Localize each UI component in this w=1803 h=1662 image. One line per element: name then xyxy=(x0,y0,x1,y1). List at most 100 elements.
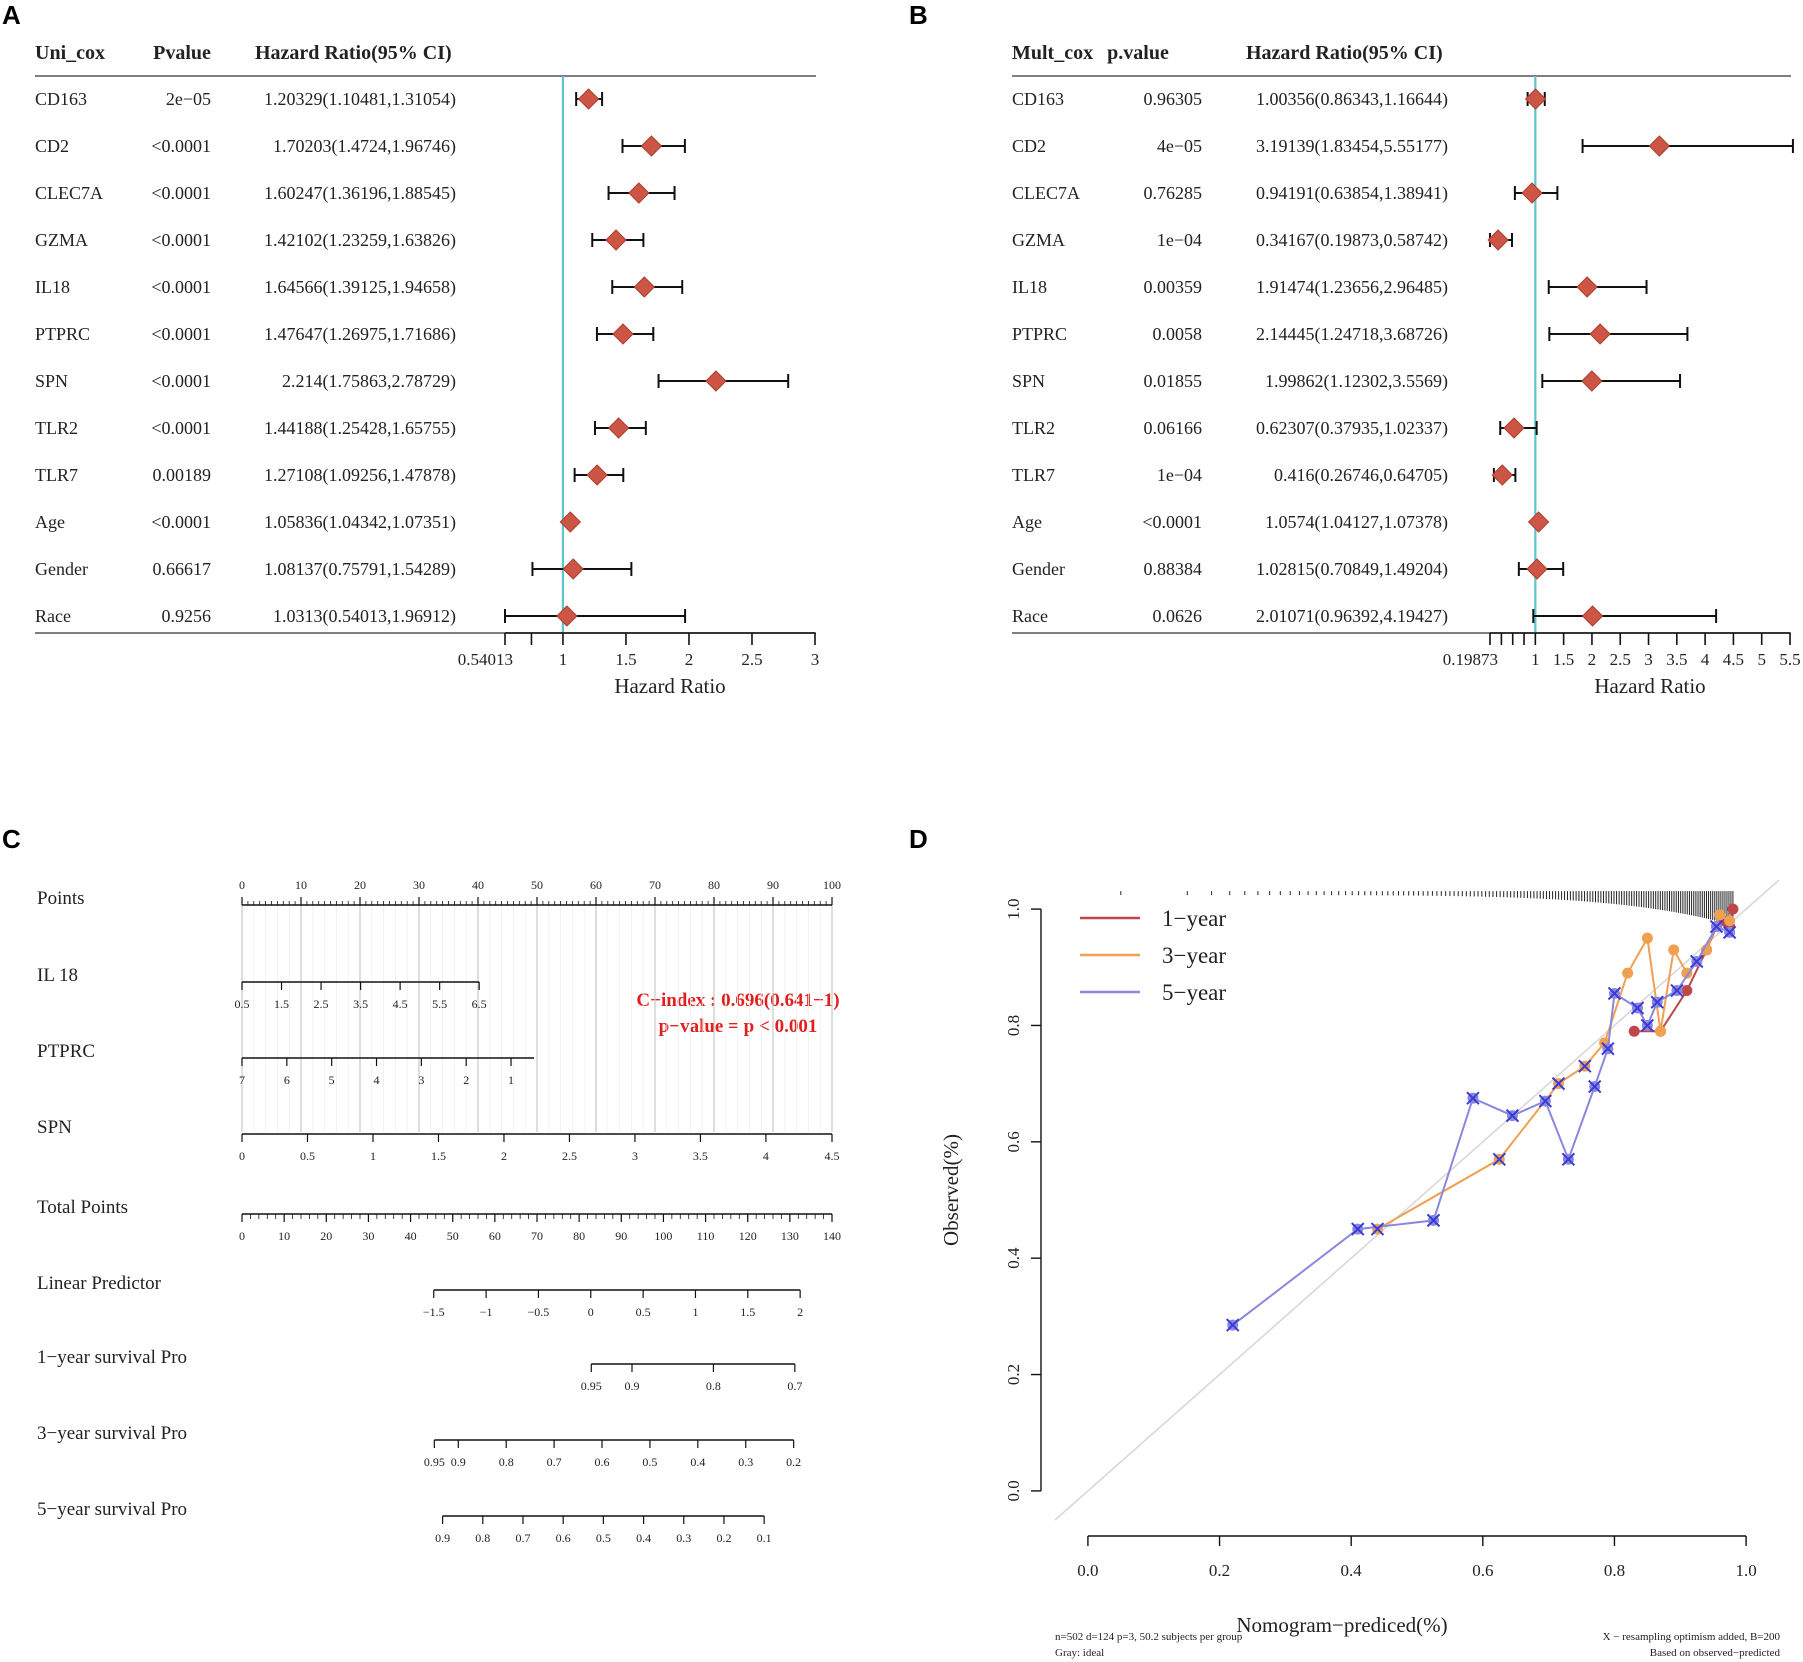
scale-tick-label: 2.5 xyxy=(314,997,329,1011)
row-label: CD163 xyxy=(1012,89,1064,109)
x-tick-label: 3.5 xyxy=(1666,650,1687,669)
row-hazard-ratio-text: 2.214(1.75863,2.78729) xyxy=(282,371,456,392)
scale-tick-label: 0.9 xyxy=(624,1379,639,1393)
row-label: IL18 xyxy=(1012,277,1047,297)
row-pvalue: 0.76285 xyxy=(1144,183,1203,203)
row-label: Gender xyxy=(35,559,88,579)
scale-tick-label: 0.95 xyxy=(581,1379,602,1393)
row-hazard-ratio-text: 1.05836(1.04342,1.07351) xyxy=(264,512,456,533)
scale-tick-label: 0.8 xyxy=(475,1531,490,1545)
scale-tick-label: 0.9 xyxy=(435,1531,450,1545)
scale-tick-label: 30 xyxy=(362,1229,374,1243)
hazard-ratio-diamond xyxy=(1581,605,1604,627)
scale-tick-label: 0.5 xyxy=(300,1149,315,1163)
row-label: TLR2 xyxy=(1012,418,1055,438)
x-tick-label: 1.0 xyxy=(1735,1561,1756,1580)
footnote-left-2: Gray: ideal xyxy=(1055,1647,1104,1659)
row-pvalue: <0.0001 xyxy=(151,230,211,250)
row-hazard-ratio-text: 1.99862(1.12302,3.5569) xyxy=(1265,371,1448,392)
row-hazard-ratio-text: 1.64566(1.39125,1.94658) xyxy=(264,277,456,298)
row-pvalue: 0.88384 xyxy=(1144,559,1203,579)
x-tick-label: 0.2 xyxy=(1209,1561,1230,1580)
optimism-x-marker xyxy=(1492,1152,1506,1166)
row-hazard-ratio-text: 1.0574(1.04127,1.07378) xyxy=(1265,512,1448,533)
scale-tick-label: 0.9 xyxy=(451,1455,466,1469)
hazard-ratio-diamond xyxy=(628,182,650,204)
scale-tick-label: 50 xyxy=(447,1229,459,1243)
x-tick-label: 2.5 xyxy=(741,650,762,669)
series-point xyxy=(1714,909,1726,921)
scale-tick-label: 110 xyxy=(697,1229,715,1243)
row-pvalue: 0.0626 xyxy=(1153,606,1203,626)
scale-tick-label: 4.5 xyxy=(393,997,408,1011)
row-pvalue: <0.0001 xyxy=(151,371,211,391)
scale-tick-label: 60 xyxy=(489,1229,501,1243)
row-hazard-ratio-text: 1.20329(1.10481,1.31054) xyxy=(264,89,456,110)
x-axis-label: Hazard Ratio xyxy=(1594,674,1705,698)
series-point xyxy=(1724,915,1736,927)
scale-tick-label: 0.4 xyxy=(636,1531,651,1545)
scale-tick-label: 1 xyxy=(692,1305,698,1319)
series-point xyxy=(1681,985,1693,997)
scale-tick-label: 90 xyxy=(615,1229,627,1243)
panel-label-d: D xyxy=(909,824,928,854)
scale-tick-label: 0.2 xyxy=(786,1455,801,1469)
scale-tick-label: 2 xyxy=(501,1149,507,1163)
x-tick-label: 0.8 xyxy=(1604,1561,1625,1580)
scale-tick-label: 80 xyxy=(708,878,720,892)
optimism-x-marker xyxy=(1370,1222,1385,1236)
x-tick-label: 5 xyxy=(1757,650,1766,669)
scale-label: Points xyxy=(37,888,85,909)
row-label: CLEC7A xyxy=(35,183,103,203)
hazard-ratio-diamond xyxy=(633,276,656,298)
row-hazard-ratio-text: 1.70203(1.4724,1.96746) xyxy=(273,136,456,157)
header-hazard-ratio: Hazard Ratio(95% CI) xyxy=(255,42,452,64)
y-tick-label: 0.0 xyxy=(1004,1480,1023,1501)
row-pvalue: <0.0001 xyxy=(151,324,211,344)
header-group: Uni_cox xyxy=(35,42,105,64)
scale-tick-label: 60 xyxy=(590,878,602,892)
series-point xyxy=(1668,944,1680,956)
x-axis-label: Nomogram−prediced(%) xyxy=(1236,1613,1447,1637)
scale-tick-label: 40 xyxy=(405,1229,417,1243)
panel-label-a: A xyxy=(2,0,21,30)
row-label: GZMA xyxy=(1012,230,1065,250)
row-label: CD163 xyxy=(35,89,87,109)
y-tick-label: 0.8 xyxy=(1004,1015,1023,1036)
scale-tick-label: 20 xyxy=(320,1229,332,1243)
row-hazard-ratio-text: 2.01071(0.96392,4.19427) xyxy=(1256,606,1448,627)
scale-tick-label: 4.5 xyxy=(825,1149,840,1163)
scale-tick-label: 20 xyxy=(354,878,366,892)
y-tick-label: 1.0 xyxy=(1004,898,1023,919)
optimism-x-marker xyxy=(1466,1091,1480,1105)
row-label: CD2 xyxy=(35,136,69,156)
x-tick-label: 5.5 xyxy=(1779,650,1800,669)
row-label: TLR7 xyxy=(1012,465,1055,485)
hazard-ratio-diamond xyxy=(1581,370,1603,392)
scale-tick-label: 0.5 xyxy=(596,1531,611,1545)
optimism-x-marker xyxy=(1551,1076,1566,1091)
row-hazard-ratio-text: 2.14445(1.24718,3.68726) xyxy=(1256,324,1448,345)
optimism-x-marker xyxy=(1709,919,1724,934)
x-tick-label: 0.54013 xyxy=(458,650,513,669)
scale-tick-label: 70 xyxy=(531,1229,543,1243)
row-hazard-ratio-text: 1.60247(1.36196,1.88545) xyxy=(264,183,456,204)
cindex-pvalue-text: p−value = p < 0.001 xyxy=(659,1016,818,1037)
series-line xyxy=(1377,913,1731,1230)
row-pvalue: 0.66617 xyxy=(153,559,212,579)
scale-tick-label: 4 xyxy=(763,1149,769,1163)
row-label: SPN xyxy=(1012,371,1045,391)
scale-tick-label: 5.5 xyxy=(432,997,447,1011)
hazard-ratio-diamond xyxy=(607,417,630,439)
scale-tick-label: 6 xyxy=(284,1073,290,1087)
row-pvalue: 4e−05 xyxy=(1157,136,1202,156)
scale-label: Linear Predictor xyxy=(37,1273,162,1294)
scale-tick-label: 0 xyxy=(239,1149,245,1163)
x-tick-label: 2 xyxy=(1588,650,1597,669)
row-hazard-ratio-text: 1.44188(1.25428,1.65755) xyxy=(264,418,456,439)
header-pvalue: p.value xyxy=(1107,42,1169,64)
scale-tick-label: 6.5 xyxy=(472,997,487,1011)
row-pvalue: 0.01855 xyxy=(1144,371,1203,391)
scale-tick-label: 0.8 xyxy=(706,1379,721,1393)
scale-tick-label: 3 xyxy=(418,1073,424,1087)
